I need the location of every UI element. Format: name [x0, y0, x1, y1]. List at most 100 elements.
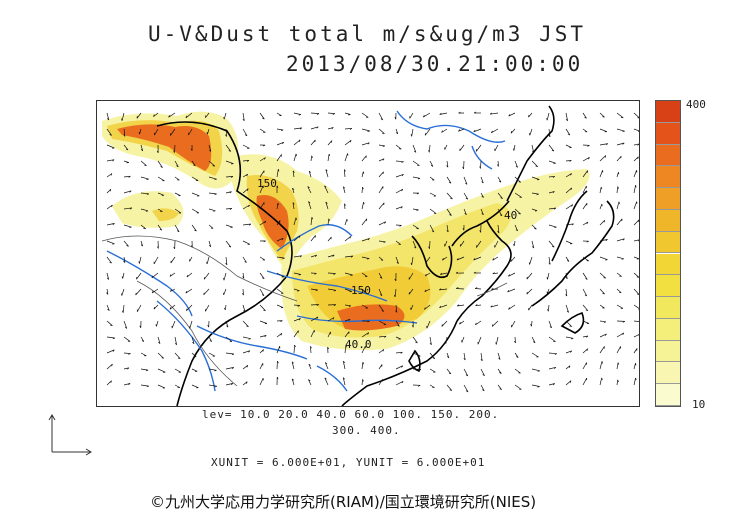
wind-arrow [633, 185, 636, 194]
wind-arrow [153, 112, 159, 117]
wind-arrow [411, 256, 414, 265]
wind-arrow-head [430, 164, 434, 167]
wind-arrow [242, 320, 249, 327]
wind-arrow-head [570, 350, 573, 353]
wind-arrow [344, 127, 352, 130]
wind-arrow-head [213, 210, 216, 212]
wind-arrow-head [604, 333, 607, 336]
wind-arrow [439, 304, 448, 309]
wind-arrow-head [331, 140, 333, 143]
wind-arrow-head [587, 145, 590, 147]
wind-arrow [242, 365, 249, 370]
wind-arrow [599, 143, 608, 146]
wind-arrow-head [153, 114, 155, 117]
wind-arrow [494, 240, 499, 248]
wind-arrow-head [536, 193, 539, 196]
wind-arrow [616, 218, 623, 226]
wind-arrow-head [442, 258, 444, 261]
wind-arrow [599, 112, 605, 118]
wind-arrow-head [473, 129, 476, 133]
wind-arrow-head [281, 237, 284, 241]
wind-arrow-head [109, 189, 112, 192]
wind-arrow [412, 160, 420, 166]
wind-arrow [191, 336, 195, 344]
wind-arrow [616, 201, 620, 210]
wind-arrow-head [554, 353, 557, 355]
wind-arrow [242, 350, 251, 354]
wind-arrow-head [475, 287, 478, 289]
wind-arrow [582, 362, 587, 370]
wind-arrow [327, 127, 334, 130]
colorbar-band [656, 253, 680, 276]
wind-arrow [122, 304, 125, 313]
wind-arrow-head [464, 213, 467, 215]
wind-arrow [475, 288, 482, 290]
wind-arrow-head [362, 171, 365, 174]
wind-arrow-head [121, 118, 123, 121]
wind-arrow [480, 176, 484, 184]
wind-arrow [480, 352, 483, 361]
wind-arrow-head [489, 112, 493, 115]
wind-arrow [429, 368, 436, 373]
wind-arrow-head [248, 338, 251, 340]
wind-arrow-head [298, 114, 301, 116]
wind-arrow [429, 336, 432, 345]
wind-arrow-head [637, 117, 639, 119]
wind-arrow [293, 344, 295, 354]
wind-arrow-head [129, 207, 133, 210]
wind-arrow-head [230, 176, 234, 178]
wind-arrow-head [397, 324, 400, 327]
wind-arrow [168, 112, 176, 118]
wind-arrow-head [604, 155, 607, 158]
wind-arrow-head [363, 202, 365, 205]
wind-arrow [106, 380, 112, 386]
wind-arrow-head [298, 274, 301, 276]
wind-arrow-head [534, 228, 537, 230]
wind-arrow [344, 331, 350, 338]
wind-arrow-head [146, 193, 150, 196]
wind-arrow-head [458, 129, 461, 132]
wind-arrow [157, 176, 165, 182]
wind-arrow [310, 235, 316, 242]
wind-arrow [599, 333, 607, 338]
wind-arrow-head [128, 175, 131, 178]
wind-arrow-head [248, 204, 250, 208]
wind-arrow-head [282, 141, 285, 145]
wind-arrow-head [194, 229, 197, 232]
wind-arrow [565, 187, 572, 194]
wind-arrow-head [537, 386, 540, 388]
wind-arrow-head [333, 289, 337, 292]
wind-arrow-head [109, 261, 112, 264]
wind-arrow [259, 320, 268, 324]
wind-arrow [497, 192, 503, 199]
wind-arrow-head [298, 318, 301, 321]
wind-arrow [480, 208, 484, 215]
wind-arrow [310, 254, 317, 258]
wind-arrow-head [482, 389, 485, 392]
colorbar-max-label: 400 [686, 98, 706, 111]
wind-arrow [408, 288, 414, 295]
wind-arrow-head [248, 223, 252, 226]
wind-arrow [169, 304, 176, 310]
wind-arrow [446, 352, 450, 359]
wind-arrow [123, 256, 126, 263]
wind-arrow-head [552, 176, 555, 178]
wind-arrow-head [298, 235, 301, 238]
wind-arrow [514, 384, 522, 390]
wind-arrow [633, 256, 639, 260]
wind-arrow [310, 217, 313, 226]
wind-arrow [307, 186, 312, 194]
wind-arrow [223, 288, 227, 296]
wind-arrow [531, 160, 538, 167]
wind-arrow-head [571, 204, 574, 207]
wind-arrow [310, 155, 313, 162]
wind-arrow [582, 304, 589, 311]
wind-arrow [242, 240, 251, 245]
wind-arrow [446, 384, 453, 391]
wind-arrow-head [280, 320, 283, 323]
wind-arrow [276, 220, 281, 226]
wind-arrow [429, 192, 437, 197]
wind-arrow [565, 128, 571, 136]
wind-arrow [259, 202, 265, 210]
wind-arrow-head [229, 208, 232, 210]
